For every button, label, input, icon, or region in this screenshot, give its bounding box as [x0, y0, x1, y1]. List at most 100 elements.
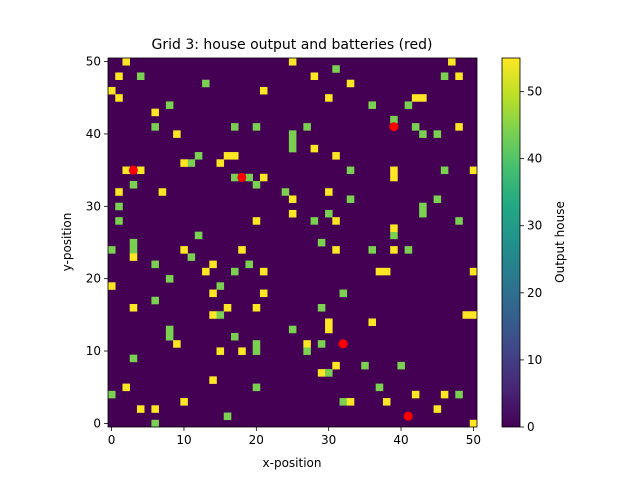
battery-marker: [403, 411, 413, 421]
house-cell: [455, 72, 463, 81]
house-cell: [129, 304, 138, 312]
house-cell: [173, 340, 181, 348]
colorbar-tick-label: 10: [527, 353, 542, 367]
colorbar-tick-label: 50: [527, 85, 542, 99]
house-cell: [136, 405, 145, 413]
house-cell: [223, 412, 232, 421]
house-cell: [252, 304, 261, 312]
house-cell: [252, 181, 261, 189]
house-cell: [325, 94, 333, 102]
house-cell: [317, 340, 326, 348]
colorbar-tick-label: 30: [527, 219, 542, 233]
house-cell: [209, 289, 217, 298]
house-cell: [158, 188, 167, 196]
house-cell: [433, 195, 442, 204]
battery-marker: [237, 172, 247, 182]
house-cell: [216, 159, 225, 167]
house-cell: [136, 72, 145, 81]
x-tick-label: 30: [321, 433, 336, 447]
battery-marker: [389, 122, 399, 132]
y-tick-label: 0: [93, 416, 101, 430]
house-cell: [136, 166, 145, 175]
house-cell: [310, 72, 319, 81]
y-tick-label: 50: [86, 55, 101, 69]
house-cell: [433, 405, 442, 413]
house-cell: [129, 181, 138, 189]
house-cell: [303, 347, 311, 355]
house-cell: [332, 246, 340, 254]
y-axis: 0 10 20 30 40 50: [86, 55, 108, 430]
house-cell: [390, 166, 398, 175]
house-cell: [375, 267, 384, 276]
house-cell: [165, 101, 174, 109]
house-cell: [165, 275, 174, 283]
house-cell: [368, 318, 377, 327]
house-cell: [151, 108, 159, 117]
house-cell: [252, 217, 261, 225]
x-axis: 0 10 20 30 40 50: [108, 427, 481, 447]
house-cell: [469, 419, 478, 428]
house-cell: [325, 369, 333, 377]
house-cell: [151, 296, 159, 305]
house-cell: [173, 130, 181, 138]
house-cell: [115, 188, 123, 196]
house-cell: [245, 173, 254, 182]
house-cell: [411, 390, 420, 399]
house-cell: [419, 130, 427, 138]
house-cell: [108, 282, 116, 290]
house-cell: [108, 86, 116, 95]
house-cell: [419, 209, 427, 218]
x-tick-label: 40: [393, 433, 408, 447]
house-cell: [404, 101, 413, 109]
house-cell: [209, 311, 217, 319]
house-cell: [259, 173, 268, 182]
house-cell: [332, 361, 340, 370]
house-cell: [288, 325, 297, 334]
house-cell: [440, 166, 449, 175]
house-cell: [115, 217, 123, 225]
house-cell: [368, 101, 377, 109]
house-cell: [252, 123, 261, 131]
house-cell: [288, 130, 297, 138]
house-cell: [187, 159, 196, 167]
house-cell: [310, 144, 319, 153]
house-cell: [419, 94, 427, 102]
house-cell: [288, 144, 297, 153]
house-cell: [259, 86, 268, 95]
house-cell: [332, 152, 340, 160]
house-cell: [325, 318, 333, 327]
y-axis-label: y-position: [60, 213, 74, 272]
house-cell: [129, 354, 138, 363]
house-cell: [231, 267, 239, 276]
battery-marker: [338, 339, 348, 349]
house-cell: [252, 347, 261, 355]
y-tick-label: 40: [86, 127, 101, 141]
house-cell: [259, 267, 268, 276]
battery-marker: [128, 165, 138, 175]
house-cell: [332, 65, 340, 73]
x-tick-label: 10: [176, 433, 191, 447]
house-cell: [390, 173, 398, 182]
house-cell: [216, 311, 225, 319]
house-cell: [469, 311, 478, 319]
colorbar-tick-label: 20: [527, 286, 542, 300]
y-tick-label: 30: [86, 199, 101, 213]
house-cell: [375, 383, 384, 392]
house-cell: [440, 72, 449, 81]
house-cell: [122, 166, 131, 175]
y-tick-label: 20: [86, 272, 101, 286]
house-cell: [419, 202, 427, 211]
chart-title: Grid 3: house output and batteries (red): [152, 37, 433, 53]
house-cell: [390, 224, 398, 232]
house-cell: [252, 340, 261, 348]
house-cell: [440, 390, 449, 399]
house-cell: [194, 152, 203, 160]
house-cell: [231, 152, 239, 160]
house-cell: [209, 376, 217, 384]
house-cell: [115, 202, 123, 211]
house-cell: [397, 361, 405, 370]
house-cell: [223, 304, 232, 312]
heatmap-background: [108, 58, 477, 427]
house-cell: [346, 195, 355, 204]
colorbar-tick-label: 40: [527, 152, 542, 166]
